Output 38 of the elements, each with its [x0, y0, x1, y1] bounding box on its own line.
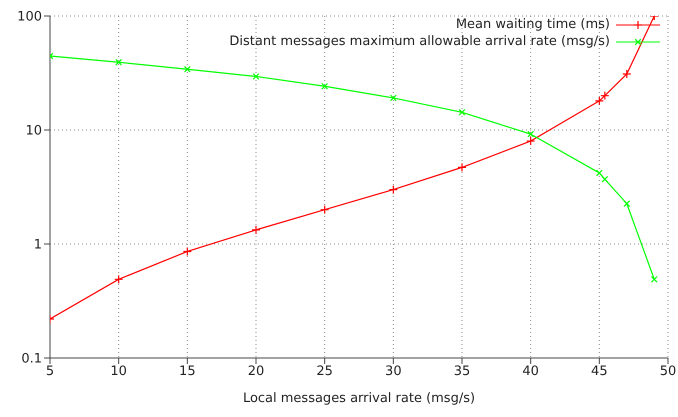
- y-tick-label: 1: [34, 238, 42, 253]
- legend-label: Distant messages maximum allowable arrival rate (msg/s): [229, 34, 610, 49]
- point: [457, 162, 467, 172]
- x-axis-title: Local messages arrival rate (msg/s): [242, 391, 476, 406]
- point: [623, 200, 630, 208]
- point: [182, 246, 192, 256]
- point: [320, 205, 330, 214]
- x-tick-label: 50: [660, 364, 676, 380]
- x-tick-label: 30: [385, 364, 402, 380]
- point: [115, 58, 122, 66]
- point: [114, 274, 124, 284]
- x-tick-label: 10: [110, 364, 127, 380]
- y-tick-label: 10: [25, 124, 42, 139]
- point: [390, 94, 397, 102]
- point: [458, 108, 466, 116]
- point: [388, 185, 398, 194]
- point: [526, 136, 536, 146]
- point: [650, 276, 658, 283]
- y-tick-label: 0.1: [21, 352, 42, 367]
- y-tick-label: 100: [17, 10, 42, 25]
- point: [184, 66, 191, 73]
- x-tick-label: 20: [248, 364, 264, 380]
- point: [601, 176, 608, 183]
- point: [252, 73, 260, 80]
- x-tick-label: 25: [316, 364, 333, 380]
- point: [622, 69, 632, 79]
- point: [594, 96, 604, 106]
- point: [251, 225, 261, 234]
- x-tick-label: 45: [591, 364, 608, 380]
- x-tick-label: 5: [46, 364, 54, 380]
- legend-label: Mean waiting time (ms): [456, 17, 610, 32]
- x-tick-label: 15: [179, 364, 196, 380]
- point: [600, 91, 610, 100]
- point: [527, 130, 534, 138]
- x-tick-label: 40: [522, 364, 539, 380]
- point: [321, 82, 328, 90]
- x-tick-label: 35: [454, 364, 470, 380]
- point: [596, 170, 603, 176]
